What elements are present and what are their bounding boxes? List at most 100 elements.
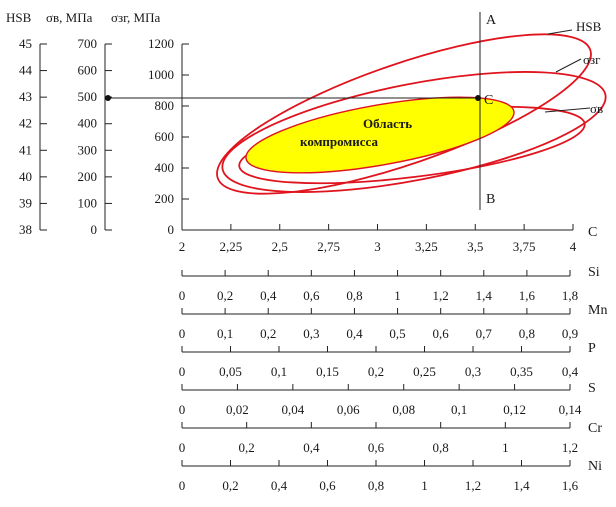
scale-p-tick-label: 0,2 [368, 364, 384, 379]
left-axis-0-tick-label: 41 [19, 142, 32, 157]
left-axis-2-tick-label: 600 [155, 129, 175, 144]
left-axis-2-tick-label: 0 [168, 222, 175, 237]
x-axis-label-c: C [588, 225, 597, 240]
leader-sigma-v [544, 107, 591, 113]
ellipse-hsb [216, 33, 592, 195]
scale-s-tick-label: 0,02 [226, 402, 249, 417]
point-on-sigma-v-axis [105, 95, 111, 101]
compromise-area [245, 96, 515, 174]
left-axis-0-tick-label: 39 [19, 195, 32, 210]
scale-ni-tick-label: 1 [421, 478, 428, 493]
scale-p-tick-label: 0,05 [219, 364, 242, 379]
axis-header-sigma-v: σв, МПа [46, 10, 93, 25]
scale-mn-name: Mn [588, 303, 607, 318]
scale-si-tick-label: 1 [394, 288, 401, 303]
scale-cr-tick-label: 0,6 [368, 440, 385, 455]
left-axis-0-tick-label: 42 [19, 116, 32, 131]
scale-p-tick-label: 0,4 [562, 364, 579, 379]
left-axis-1-tick-label: 500 [78, 89, 98, 104]
scale-p-tick-label: 0,1 [271, 364, 287, 379]
left-axis-0-tick-label: 45 [19, 36, 32, 51]
scale-p-tick-label: 0,35 [510, 364, 533, 379]
scale-si-tick-label: 0,8 [346, 288, 362, 303]
scale-si-tick-label: 0,2 [217, 288, 233, 303]
scale-cr-tick-label: 1 [502, 440, 509, 455]
left-axis-2-tick-label: 200 [155, 191, 175, 206]
scale-p-tick-label: 0,25 [413, 364, 436, 379]
scale-cr-tick-label: 0,8 [433, 440, 449, 455]
scale-ni-tick-label: 0,6 [319, 478, 336, 493]
leader-sigma-zg [555, 58, 582, 73]
x-tick-label: 3,75 [513, 239, 536, 254]
scale-si-tick-label: 1,2 [433, 288, 449, 303]
label-a: A [486, 13, 497, 28]
x-tick-label: 2,75 [317, 239, 340, 254]
x-tick-label: 3,25 [415, 239, 438, 254]
scale-si-tick-label: 0,4 [260, 288, 277, 303]
label-b: B [486, 192, 495, 207]
left-axis-2-tick-label: 400 [155, 160, 175, 175]
axis-header-hsb: HSB [6, 10, 32, 25]
scale-s-tick-label: 0,08 [392, 402, 415, 417]
ellipse-sigma-zg [221, 71, 607, 193]
scale-p-tick-label: 0,3 [465, 364, 481, 379]
left-axis-2-tick-label: 1000 [148, 67, 174, 82]
scale-s-tick-label: 0 [179, 402, 186, 417]
scale-mn-tick-label: 0,2 [260, 326, 276, 341]
left-axis-0-tick-label: 38 [19, 222, 32, 237]
scale-cr-name: Cr [588, 421, 602, 436]
scale-s-tick-label: 0,14 [559, 402, 582, 417]
scale-s-tick-label: 0,04 [281, 402, 304, 417]
scale-p-tick-label: 0,15 [316, 364, 339, 379]
scale-s-tick-label: 0,12 [503, 402, 526, 417]
left-axis-1-tick-label: 0 [91, 222, 98, 237]
scale-si-name: Si [588, 265, 600, 280]
scale-cr-tick-label: 0,2 [239, 440, 255, 455]
scale-mn-tick-label: 0,6 [433, 326, 450, 341]
scale-mn-tick-label: 0,1 [217, 326, 233, 341]
scale-mn-tick-label: 0,5 [389, 326, 405, 341]
left-axis-1-tick-label: 700 [78, 36, 98, 51]
scale-si-tick-label: 1,8 [562, 288, 578, 303]
ellipse-label-hsb: HSB [576, 19, 602, 34]
leader-hsb [547, 29, 573, 35]
x-tick-label: 4 [570, 239, 577, 254]
scale-mn-tick-label: 0,4 [346, 326, 363, 341]
scale-p-tick-label: 0 [179, 364, 186, 379]
left-axis-1-tick-label: 200 [78, 169, 98, 184]
scale-s-tick-label: 0,06 [337, 402, 360, 417]
scale-si-tick-label: 0 [179, 288, 186, 303]
scale-mn-tick-label: 0 [179, 326, 186, 341]
scale-s-tick-label: 0,1 [451, 402, 467, 417]
scale-mn-tick-label: 0,7 [476, 326, 493, 341]
x-tick-label: 3,5 [467, 239, 483, 254]
left-axis-1-tick-label: 100 [78, 195, 98, 210]
scale-cr-tick-label: 0 [179, 440, 186, 455]
scale-si-tick-label: 1,4 [476, 288, 493, 303]
x-tick-label: 2,25 [220, 239, 243, 254]
compromise-label-line2: компромисса [300, 134, 378, 149]
scale-ni-tick-label: 1,2 [465, 478, 481, 493]
ellipse-label-sigma-zg: σзг [583, 52, 600, 67]
scale-ni-tick-label: 0 [179, 478, 186, 493]
x-tick-label: 2,5 [272, 239, 288, 254]
ellipse-label-sigma-v: σв [590, 101, 603, 116]
scale-mn-tick-label: 0,3 [303, 326, 319, 341]
scale-ni-tick-label: 0,4 [271, 478, 288, 493]
left-axis-0-tick-label: 43 [19, 89, 32, 104]
left-axis-1-tick-label: 300 [78, 142, 98, 157]
axis-header-sigma-zg: σзг, МПа [111, 10, 160, 25]
x-axis-ticks: 2 2,25 2,5 2,75 3 3,25 3,5 3,75 4 [179, 224, 577, 254]
left-axis-1-tick-label: 400 [78, 116, 98, 131]
scale-ni-tick-label: 0,2 [222, 478, 238, 493]
point-c [475, 95, 481, 101]
left-axis-2-tick-label: 800 [155, 98, 175, 113]
scale-si-tick-label: 1,6 [519, 288, 536, 303]
scale-ni-name: Ni [588, 459, 602, 474]
scale-si-tick-label: 0,6 [303, 288, 320, 303]
element-scales: 0 0,2 0,4 0,6 0,8 1 1,2 1,4 1,6 1,8 Si 0 0,1 0,2 0,3 0,… [179, 265, 608, 493]
scale-s-name: S [588, 381, 596, 396]
left-axis-0-tick-label: 44 [19, 63, 33, 78]
scale-cr-tick-label: 1,2 [562, 440, 578, 455]
